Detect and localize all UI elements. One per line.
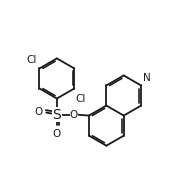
Text: Cl: Cl (75, 94, 86, 103)
Text: O: O (70, 110, 78, 120)
Text: S: S (53, 108, 61, 122)
Text: N: N (143, 74, 151, 84)
Text: O: O (53, 129, 61, 139)
Text: O: O (35, 107, 43, 117)
Text: Cl: Cl (26, 55, 36, 65)
